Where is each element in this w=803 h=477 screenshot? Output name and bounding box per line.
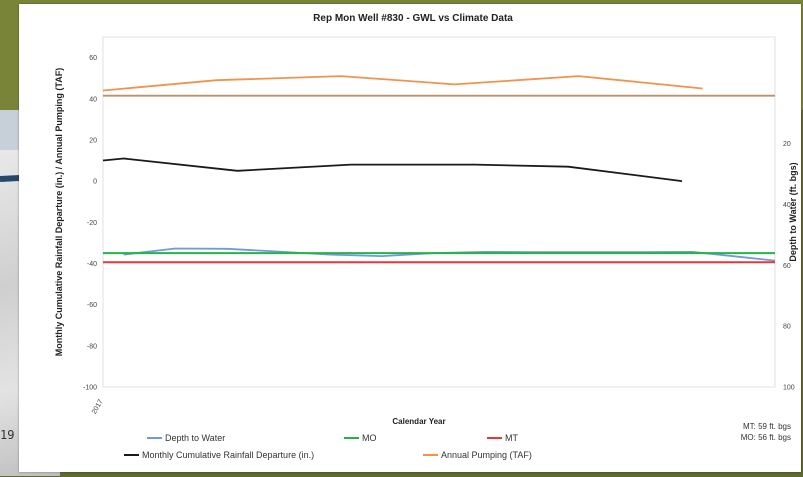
right-tick-label: 80 bbox=[783, 324, 791, 331]
left-tick-label: -60 bbox=[87, 302, 97, 309]
left-tick-label: 40 bbox=[89, 96, 97, 103]
legend-item-mo: MO bbox=[362, 433, 377, 443]
left-axis-ticks: -100 -80 -60 -40 -20 0 20 40 60 bbox=[83, 55, 97, 391]
right-tick-label: 100 bbox=[783, 385, 795, 392]
x-tick-label: 2017 bbox=[91, 398, 105, 415]
left-tick-label: -100 bbox=[83, 385, 97, 392]
left-tick-label: 0 bbox=[93, 179, 97, 186]
series-line-0 bbox=[123, 247, 776, 262]
chart-title: Rep Mon Well #830 - GWL vs Climate Data bbox=[313, 13, 513, 24]
chart-svg: Rep Mon Well #830 - GWL vs Climate Data … bbox=[54, 13, 798, 460]
left-axis-label: Monthly Cumulative Rainfall Departure (i… bbox=[54, 68, 64, 357]
left-tick-label: -40 bbox=[87, 261, 97, 268]
legend-item-pumping: Annual Pumping (TAF) bbox=[441, 450, 532, 460]
right-axis-ticks: 20 40 60 80 100 bbox=[783, 141, 795, 391]
left-tick-label: -80 bbox=[87, 343, 97, 350]
x-axis-ticks: 2017 bbox=[91, 398, 105, 415]
left-tick-label: 60 bbox=[89, 55, 97, 62]
series-line-4 bbox=[102, 75, 703, 92]
right-axis-label: Depth to Water (ft. bgs) bbox=[788, 162, 798, 261]
left-tick-label: 20 bbox=[89, 137, 97, 144]
legend-item-rainfall: Monthly Cumulative Rainfall Departure (i… bbox=[142, 450, 314, 460]
mt-annotation: MT: 59 ft. bgs bbox=[743, 422, 791, 431]
chart-panel: Rep Mon Well #830 - GWL vs Climate Data … bbox=[19, 4, 801, 472]
left-tick-label: -20 bbox=[87, 220, 97, 227]
legend-item-depth: Depth to Water bbox=[165, 433, 225, 443]
legend-item-mt: MT bbox=[505, 433, 518, 443]
x-axis-label: Calendar Year bbox=[392, 417, 445, 426]
series-layer bbox=[102, 75, 776, 264]
right-tick-label: 40 bbox=[783, 202, 791, 209]
right-tick-label: 20 bbox=[783, 141, 791, 148]
mo-annotation: MO: 56 ft. bgs bbox=[741, 433, 791, 442]
legend: Depth to Water MO MT Monthly Cumulative … bbox=[124, 433, 532, 460]
series-line-3 bbox=[102, 157, 683, 182]
plot-area bbox=[102, 36, 776, 388]
right-tick-label: 60 bbox=[783, 263, 791, 270]
